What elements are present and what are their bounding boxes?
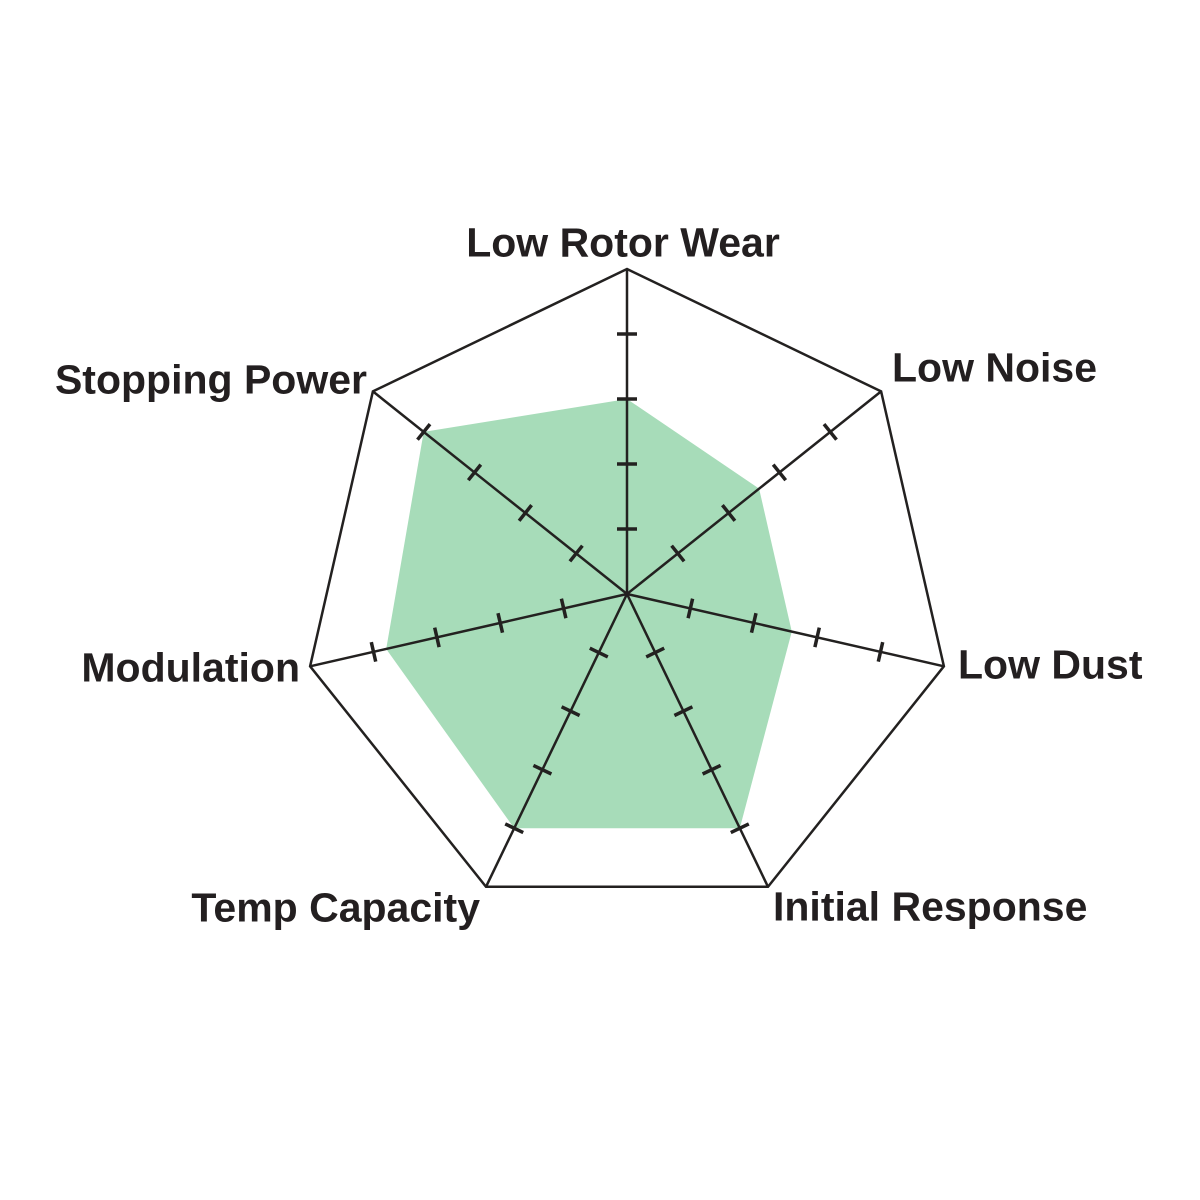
axis-label-low-rotor-wear: Low Rotor Wear xyxy=(466,219,780,266)
axis-label-stopping-power: Stopping Power xyxy=(54,356,367,403)
axis-spoke xyxy=(626,390,882,595)
axis-tick xyxy=(670,544,686,563)
outer-ring xyxy=(308,267,946,889)
axis-label-low-noise: Low Noise xyxy=(892,344,1098,391)
axis-tick xyxy=(673,705,694,718)
axis-tick xyxy=(589,646,609,659)
axis-tick xyxy=(559,598,568,619)
axis-tick xyxy=(645,646,665,659)
axis-label-modulation: Modulation xyxy=(81,644,300,691)
axis-spoke xyxy=(625,593,770,888)
axis-tick xyxy=(730,822,750,835)
axis-tick xyxy=(686,598,695,619)
axis-tick xyxy=(369,641,378,662)
axis-spoke xyxy=(372,390,628,595)
axis-spoke xyxy=(309,592,628,668)
axis-tick xyxy=(517,504,533,522)
axis-tick xyxy=(876,641,885,662)
axis-label-low-dust: Low Dust xyxy=(958,641,1143,688)
data-polygon xyxy=(386,399,792,829)
axis-tick xyxy=(416,423,432,441)
axis-tick xyxy=(749,612,758,634)
axis-tick xyxy=(813,627,822,648)
axis-tick xyxy=(568,544,584,563)
axis-tick xyxy=(721,504,737,522)
axis-tick xyxy=(504,822,524,835)
axis-tick xyxy=(822,423,838,441)
axis-tick xyxy=(466,463,483,482)
axis-label-initial-response: Initial Response xyxy=(773,883,1088,930)
axis-tick xyxy=(496,612,505,634)
axis-label-temp-capacity: Temp Capacity xyxy=(191,884,480,931)
axis-spoke xyxy=(626,592,945,668)
axis-spoke xyxy=(484,593,629,888)
axis-tick xyxy=(771,463,788,482)
axis-tick xyxy=(432,627,441,648)
axis-tick xyxy=(701,763,722,776)
axis-tick xyxy=(532,763,553,776)
axis-tick xyxy=(560,705,581,718)
